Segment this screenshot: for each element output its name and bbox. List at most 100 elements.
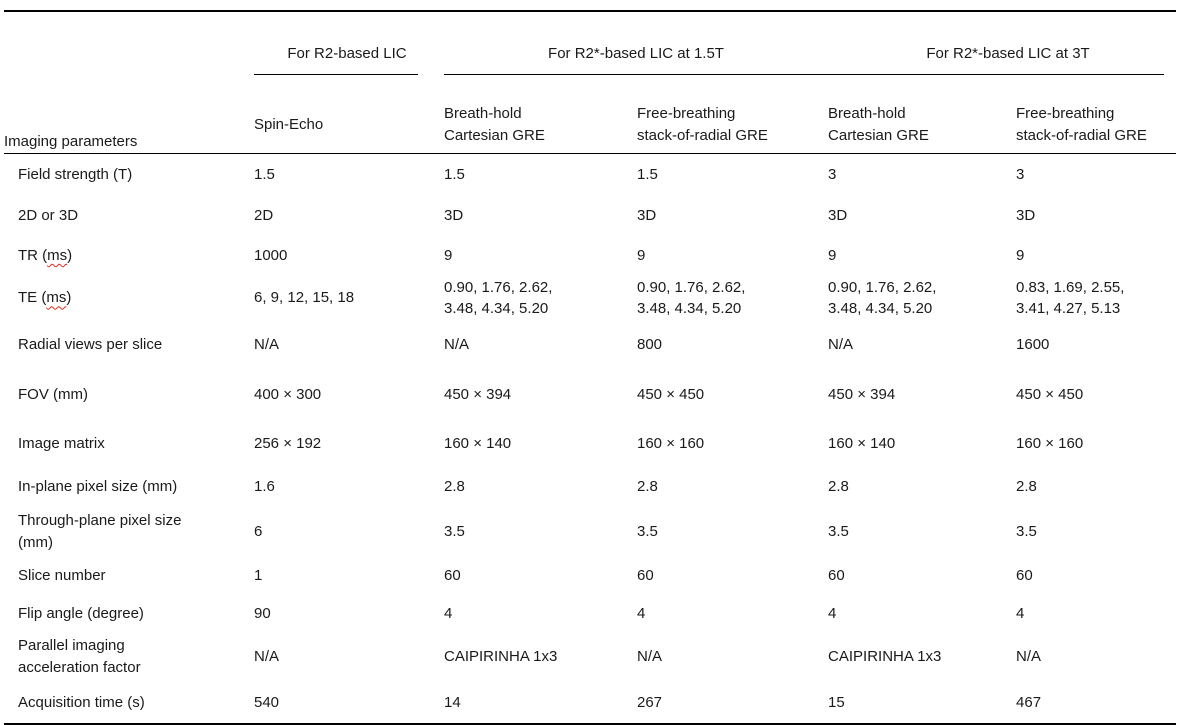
table-row: Field strength (T) 1.5 1.5 1.5 3 3 [4, 154, 1176, 196]
table-cell: 4 [637, 604, 646, 622]
table-cell: 4 [1016, 604, 1025, 622]
table-cell: N/A [637, 648, 663, 666]
table-cell: 3D [444, 206, 464, 224]
table-row: Acquisition time (s) 540 14 267 15 467 [4, 682, 1176, 724]
row-param-label: In-plane pixel size (mm) [18, 478, 178, 496]
table-cell: 3D [828, 206, 848, 224]
imaging-parameters-table: Imaging parameters For R2-based LIC For … [4, 10, 1177, 725]
group-header-label: For R2*-based LIC at 1.5T [548, 44, 724, 62]
table-cell: 450 × 450 [637, 385, 705, 403]
group-header-row: Imaging parameters For R2-based LIC For … [4, 11, 1176, 154]
group-header-label: For R2*-based LIC at 3T [926, 44, 1090, 62]
group-header-label: For R2-based LIC [287, 44, 407, 62]
row-param-label: FOV (mm) [18, 385, 88, 403]
table-cell: 2D [254, 206, 274, 224]
table-cell: 1.6 [254, 478, 275, 496]
table-cell: 1 [254, 567, 263, 585]
table-cell: 4 [828, 604, 837, 622]
table-row: FOV (mm) 400 × 300 450 × 394 450 × 450 450 ×… [4, 369, 1176, 420]
table-cell: N/A [828, 335, 854, 353]
subheader-breath-hold-cartesian-gre-1-5t: Breath-hold Cartesian GRE [444, 96, 637, 154]
table-row: Through-plane pixel size (mm) 6 3.5 3.5 3.5 3… [4, 507, 1176, 557]
table-cell: 467 [1016, 693, 1042, 711]
subheader-free-breathing-radial-gre-3t: Free-breathing stack-of-radial GRE [1016, 96, 1177, 154]
table-row: Flip angle (degree) 90 4 4 4 4 [4, 595, 1176, 632]
row-param-label: TR (ms) [18, 247, 73, 265]
row-param-label: Radial views per slice [18, 335, 163, 353]
group-header-r2-based-lic: For R2-based LIC [254, 11, 444, 97]
table-cell: 0.83, 1.69, 2.55, 3.41, 4.27, 5.13 [1016, 278, 1125, 318]
table-cell: 160 × 160 [637, 434, 705, 452]
table-cell: 160 × 140 [444, 434, 512, 452]
table-cell: 6, 9, 12, 15, 18 [254, 289, 355, 307]
subheader-spin-echo: Spin-Echo [254, 96, 444, 154]
imaging-parameters-page: Imaging parameters For R2-based LIC For … [0, 10, 1178, 725]
table-cell: 9 [828, 247, 837, 265]
sub-header-row: Spin-Echo Breath-hold Cartesian GRE Free… [4, 96, 1177, 154]
group-header-r2star-lic-1-5t: For R2*-based LIC at 1.5T [444, 11, 829, 97]
subheader-free-breathing-radial-gre-1-5t: Free-breathing stack-of-radial GRE [637, 96, 829, 154]
param-column-header: Imaging parameters [4, 11, 254, 154]
table-row: Parallel imaging acceleration factor N/A C… [4, 632, 1176, 682]
param-column-header-label: Imaging parameters [4, 133, 138, 151]
table-cell: 0.90, 1.76, 2.62, 3.48, 4.34, 5.20 [828, 278, 937, 318]
table-cell: 2.8 [828, 478, 849, 496]
table-cell: 256 × 192 [254, 434, 322, 452]
group-header-r2star-lic-3t: For R2*-based LIC at 3T [828, 11, 1176, 97]
table-cell: 450 × 394 [444, 385, 512, 403]
table-cell: 6 [254, 523, 263, 541]
table-cell: 3.5 [444, 523, 465, 541]
table-cell: 2.8 [444, 478, 465, 496]
table-cell: N/A [444, 335, 470, 353]
table-cell: 9 [444, 247, 453, 265]
row-param-label: 2D or 3D [18, 206, 79, 224]
table-cell: 60 [1016, 567, 1033, 585]
table-cell: 0.90, 1.76, 2.62, 3.48, 4.34, 5.20 [444, 278, 553, 318]
row-param-label: Image matrix [18, 434, 105, 452]
table-cell: 400 × 300 [254, 385, 322, 403]
table-cell: 2.8 [1016, 478, 1037, 496]
spellcheck-underlined-word: ms [47, 247, 68, 265]
table-cell: 3D [637, 206, 657, 224]
table-cell: 2.8 [637, 478, 658, 496]
row-param-label: Slice number [18, 567, 106, 585]
table-cell: 90 [254, 604, 271, 622]
row-param-label: Acquisition time (s) [18, 693, 145, 711]
table-cell: 160 × 140 [828, 434, 896, 452]
table-row: 2D or 3D 2D 3D 3D 3D 3D [4, 196, 1176, 236]
table-row: TR (ms) 1000 9 9 9 9 [4, 236, 1176, 277]
table-cell: 4 [444, 604, 453, 622]
table-cell: 9 [637, 247, 646, 265]
table-row: TE (ms) 6, 9, 12, 15, 18 0.90, 1.76, 2.62,… [4, 277, 1176, 321]
row-param-label: TE (ms) [18, 289, 72, 307]
table-row: Radial views per slice N/A N/A 800 N/A 1600 [4, 320, 1176, 369]
table-cell: 60 [637, 567, 654, 585]
table-cell: 9 [1016, 247, 1025, 265]
table-cell: 60 [828, 567, 845, 585]
table-row: Slice number 1 60 60 60 60 [4, 557, 1176, 595]
table-cell: 1.5 [444, 165, 465, 183]
table-cell: 3D [1016, 206, 1036, 224]
table-cell: 15 [828, 693, 845, 711]
table-cell: 540 [254, 693, 280, 711]
subheader-breath-hold-cartesian-gre-3t: Breath-hold Cartesian GRE [828, 96, 1017, 154]
row-param-label: Parallel imaging acceleration factor [18, 637, 141, 676]
table-cell: N/A [254, 335, 280, 353]
table-cell: 1000 [254, 247, 288, 265]
table-row: Image matrix 256 × 192 160 × 140 160 × 160 1… [4, 420, 1176, 467]
table-cell: 0.90, 1.76, 2.62, 3.48, 4.34, 5.20 [637, 278, 746, 318]
row-param-label: Through-plane pixel size (mm) [18, 512, 182, 551]
table-row: In-plane pixel size (mm) 1.6 2.8 2.8 2.8 2.8 [4, 467, 1176, 507]
table-cell: 267 [637, 693, 663, 711]
table-cell: CAIPIRINHA 1x3 [828, 648, 942, 666]
table-cell: 800 [637, 335, 663, 353]
table-cell: 3.5 [828, 523, 849, 541]
table-cell: 3 [1016, 165, 1025, 183]
table-cell: 3.5 [1016, 523, 1037, 541]
table-cell: 1.5 [254, 165, 275, 183]
table-cell: 1.5 [637, 165, 658, 183]
table-cell: N/A [1016, 648, 1042, 666]
table-cell: 160 × 160 [1016, 434, 1084, 452]
table-cell: 450 × 450 [1016, 385, 1084, 403]
table-cell: CAIPIRINHA 1x3 [444, 648, 558, 666]
